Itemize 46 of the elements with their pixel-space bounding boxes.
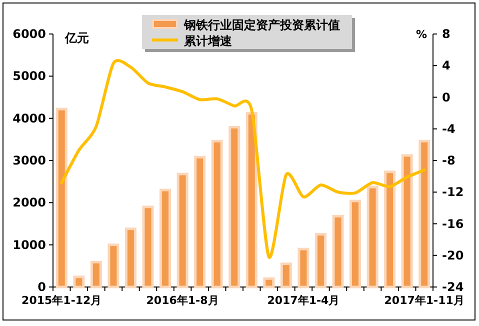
y2-tick-label: 4 (442, 58, 450, 73)
y2-tick-label: -12 (442, 185, 464, 200)
bar (401, 154, 413, 288)
y2-tick-label: -20 (442, 248, 464, 262)
x-tick-label: 2016年1-8月 (146, 294, 219, 307)
y-axis-title: 亿元 (64, 31, 89, 45)
y-tick-label: 3000 (12, 154, 46, 168)
bar (194, 156, 206, 288)
bar (350, 200, 362, 288)
bar (211, 140, 223, 288)
y-tick-label: 6000 (12, 27, 46, 41)
y2-tick-label: 8 (442, 27, 450, 41)
bar (280, 262, 292, 288)
y-tick-label: 0 (38, 280, 46, 294)
bar (246, 112, 258, 288)
y2-tick-label: -4 (442, 122, 456, 136)
bar (418, 140, 430, 288)
bar (73, 276, 85, 288)
bar (384, 170, 396, 288)
y-tick-label: 1000 (12, 238, 46, 252)
bar (228, 126, 240, 288)
y2-tick-label: -24 (442, 280, 464, 294)
bar (160, 188, 172, 288)
legend-label: 累计增速 (183, 34, 233, 48)
y2-tick-label: -8 (442, 154, 456, 168)
bar (176, 172, 188, 288)
bar (90, 260, 102, 288)
bar (108, 244, 120, 288)
y2-tick-label: -16 (442, 216, 464, 231)
y2-axis-title: % (416, 28, 427, 41)
legend-label: 钢铁行业固定资产投资累计值 (183, 18, 340, 32)
bar (124, 228, 136, 288)
bar (142, 206, 154, 288)
bar (56, 108, 68, 288)
bar (366, 186, 378, 288)
bar (298, 248, 310, 288)
bar (263, 277, 275, 288)
y2-tick-label: 0 (442, 90, 450, 104)
y-tick-label: 2000 (12, 196, 46, 210)
x-tick-label: 2015年1-12月 (22, 294, 102, 307)
y-tick-label: 4000 (12, 111, 46, 126)
bar (314, 233, 326, 288)
bar (332, 214, 344, 288)
x-tick-label: 2017年1-11月 (384, 294, 464, 307)
y-tick-label: 5000 (12, 69, 46, 84)
x-tick-label: 2017年1-4月 (267, 294, 340, 307)
